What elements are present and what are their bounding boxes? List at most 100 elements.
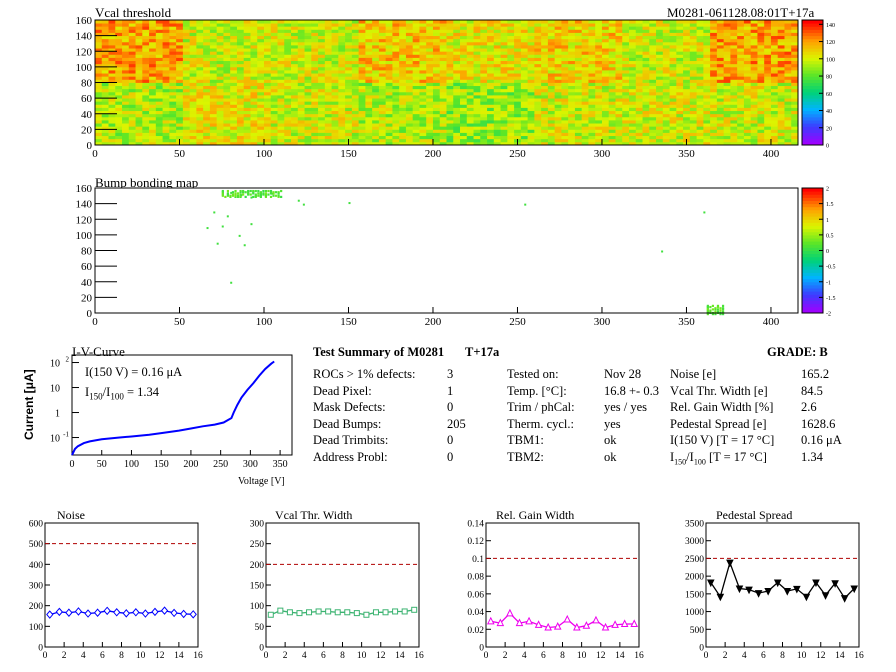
color-scale-step [802,238,823,242]
heatmap-cell [230,132,238,137]
heatmap-cell [250,29,258,33]
heatmap-cell [676,88,684,93]
heatmap-cell [236,82,245,87]
heatmap-cell [716,73,725,77]
heatmap-cell [365,45,373,49]
heatmap-cell [615,23,623,27]
dead-bump [239,195,242,199]
heatmap-cell [230,91,238,96]
heatmap-cell [777,138,785,143]
color-scale-step [802,66,823,71]
heatmap-cell [703,51,711,55]
dead-bump [719,307,722,310]
data-point [726,559,734,568]
iv-y-tick-label: 10 [50,359,60,370]
heatmap-cell [622,110,630,115]
heatmap-cell [716,91,725,96]
heatmap-cell [297,113,305,118]
heatmap-cell [764,110,772,115]
small-y-tick-label: 3500 [685,520,704,530]
heatmap-cell [737,98,745,102]
heatmap-cell [426,29,434,33]
heatmap-cell [358,63,366,68]
heatmap-cell [743,70,752,74]
heatmap-cell [304,57,312,62]
heatmap-cell [723,32,731,37]
heatmap-cell [588,29,596,33]
heatmap-cell [662,116,670,121]
heatmap-cell [95,45,103,49]
heatmap-cell [642,48,650,52]
heatmap-cell [135,32,143,37]
heatmap-cell [405,57,414,62]
heatmap-cell [169,63,177,68]
heatmap-cell [358,110,366,115]
heatmap-cell [358,126,366,130]
heatmap-cell [412,107,420,112]
heatmap-cell [297,63,305,68]
dead-bump [711,304,715,307]
heatmap-cell [750,45,758,49]
heatmap-cell [608,63,616,68]
heatmap-cell [554,57,562,62]
heatmap-cell [399,41,407,46]
heatmap-cell [419,129,427,133]
heatmap-cell [169,57,177,62]
summary-title: Test Summary of M0281 [313,345,445,359]
heatmap-cell [122,45,130,49]
heatmap-cell [541,113,549,118]
heatmap-cell [385,20,393,24]
heatmap-cell [750,91,758,96]
heatmap-cell [514,101,522,105]
heatmap-cell [365,110,373,115]
heatmap-cell [351,20,360,24]
dead-bump [269,191,273,194]
heatmap-cell [716,98,725,102]
heatmap-cell [473,110,481,115]
heatmap-cell [716,51,725,55]
heatmap-cell [446,41,454,46]
heatmap-cell [142,104,150,108]
heatmap-cell [493,126,501,130]
heatmap-cell [601,26,610,30]
heatmap-cell [122,35,130,40]
heatmap-cell [527,95,535,99]
heatmap-cell [629,98,637,102]
heatmap-cell [480,120,488,124]
heatmap-cell [385,107,393,112]
heatmap-cell [493,98,501,102]
heatmap-cell [162,141,170,146]
heatmap-cell [493,95,501,99]
heatmap-cell [250,51,258,55]
heatmap-cell [311,132,319,137]
heatmap-cell [291,135,299,140]
small-y-tick-label: 500 [690,626,705,636]
heatmap-cell [135,120,143,124]
dead-bump [226,192,230,195]
heatmap-cell [595,126,603,130]
heatmap-cell [581,113,589,118]
heatmap-cell [297,57,305,62]
heatmap-cell [635,79,643,83]
heatmap-cell [304,91,312,96]
heatmap-cell [385,54,393,58]
heatmap-cell [439,110,447,115]
heatmap-cell [182,41,191,46]
heatmap-cell [791,23,799,27]
heatmap-cell [669,98,677,102]
heatmap-cell [588,138,596,143]
heatmap-cell [311,135,319,140]
heatmap-cell [223,98,231,102]
heatmap-cell [581,41,589,46]
heatmap-cell [750,101,758,105]
heatmap-cell [392,141,400,146]
heatmap-cell [473,116,481,121]
heatmap-cell [216,20,224,24]
heatmap-cell [757,135,765,140]
heatmap-cell [487,110,495,115]
heatmap-cell [662,135,670,140]
heatmap-cell [223,54,231,58]
heatmap-cell [263,76,272,80]
heatmap-cell [656,98,664,102]
heatmap-cell [263,79,272,83]
